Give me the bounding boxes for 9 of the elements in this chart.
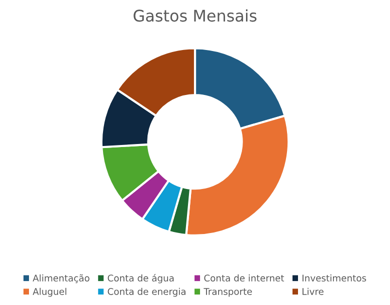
legend-label: Alimentação [32, 274, 90, 284]
chart-title: Gastos Mensais [134, 9, 256, 22]
legend-label: Aluguel [32, 288, 66, 297]
legend-label: Transporte [204, 288, 252, 297]
legend-label: Investimentos [302, 274, 366, 282]
legend-label: Conta de energia [108, 288, 186, 297]
legend-label: Livre [302, 288, 324, 295]
legend-label: Conta de água [108, 274, 174, 284]
legend-label: Conta de internet [204, 274, 284, 282]
